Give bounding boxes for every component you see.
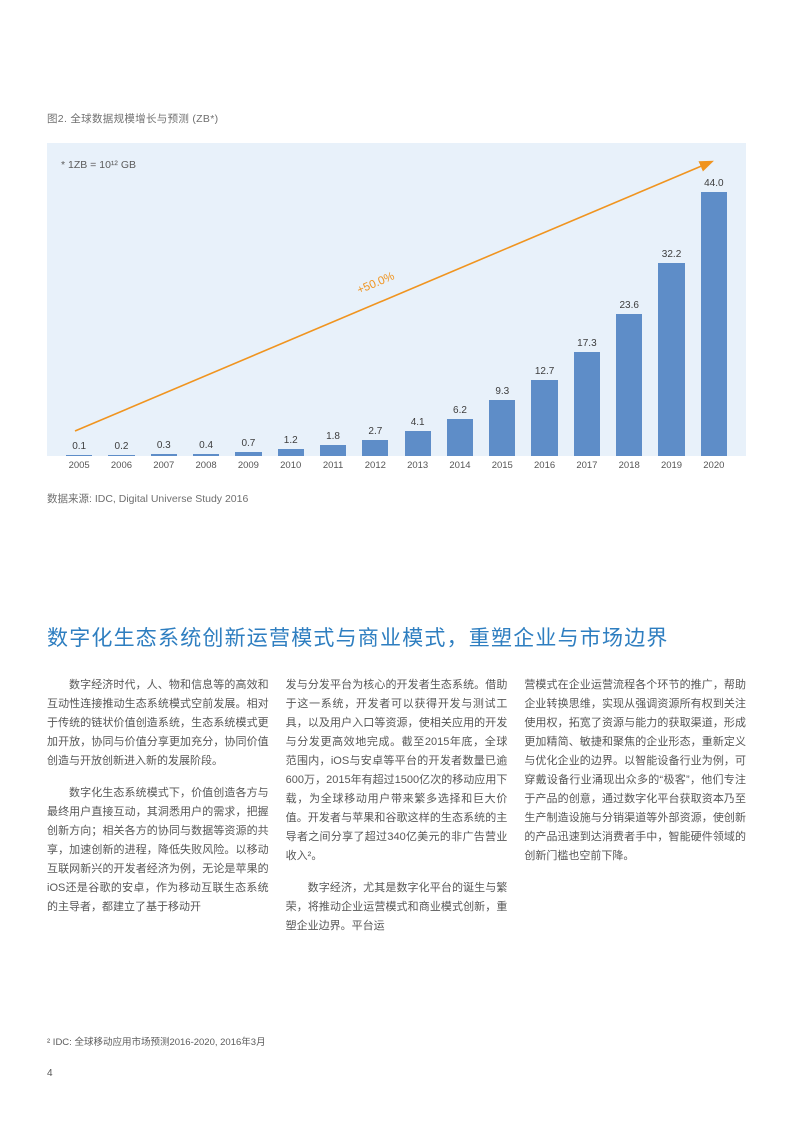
x-tick-label: 2016 (534, 460, 556, 471)
paragraph: 数字经济，尤其是数字化平台的诞生与繁荣，将推动企业运营模式和商业模式创新，重塑企… (285, 882, 508, 932)
x-tick-label: 2020 (703, 460, 725, 471)
bar-series: 0.1 0.2 0.3 0.4 0.7 1.2 1.8 2.7 4.1 6.2 9.3 12.7 17.… (47, 143, 746, 456)
bar (108, 455, 135, 456)
bar-value-label: 23.6 (619, 300, 639, 311)
x-tick-label: 2009 (237, 460, 259, 471)
bar (573, 352, 601, 456)
x-tick-label: 2019 (660, 460, 683, 471)
bar (150, 454, 177, 456)
bar-column-2013: 4.1 (397, 143, 439, 456)
text-column-2: 发与分发平台为核心的开发者生态系统。借助于这一系统，开发者可以获得开发与测试工具… (286, 676, 508, 949)
paragraph: 发与分发平台为核心的开发者生态系统。借助于这一系统，开发者可以获得开发与测试工具… (285, 679, 508, 862)
bar (658, 263, 685, 456)
bar-column-2007: 0.3 (143, 143, 185, 456)
bar (700, 192, 727, 456)
x-tick-label: 2006 (110, 460, 133, 471)
x-tick-label: 2011 (322, 460, 344, 471)
text-column-1: 数字经济时代，人、物和信息等的高效和互动性连接推动生态系统模式空前发展。相对于传… (47, 676, 269, 949)
bar (362, 440, 389, 456)
x-tick-label: 2015 (491, 460, 513, 471)
text-column-3: 营模式在企业运营流程各个环节的推广，帮助企业转换思维，实现从强调资源所有权到关注… (524, 676, 746, 949)
bar-column-2009: 0.7 (227, 143, 269, 456)
bar-column-2016: 12.7 (523, 143, 565, 456)
footnote: ² IDC: 全球移动应用市场预测2016-2020, 2016年3月 (47, 1037, 266, 1048)
bar-value-label: 0.4 (199, 440, 214, 451)
bar-column-2005: 0.1 (58, 143, 100, 456)
data-growth-chart: * 1ZB = 10¹² GB +50.0% 0.1 0.2 0.3 0.4 0.7 1.… (47, 143, 746, 471)
bar-column-2018: 23.6 (608, 143, 650, 456)
bar (192, 454, 220, 456)
body-text-columns: 数字经济时代，人、物和信息等的高效和互动性连接推动生态系统模式空前发展。相对于传… (47, 676, 746, 949)
bar-column-2014: 6.2 (439, 143, 481, 456)
bar-column-2010: 1.2 (270, 143, 312, 456)
bar-column-2017: 17.3 (566, 143, 608, 456)
bar-value-label: 4.1 (410, 417, 425, 428)
bar-value-label: 9.3 (495, 386, 510, 397)
bar-value-label: 2.7 (368, 426, 383, 437)
bar (531, 380, 558, 456)
bar-value-label: 44.0 (704, 178, 724, 189)
x-tick-label: 2014 (449, 460, 471, 471)
bar-value-label: 0.1 (72, 441, 87, 452)
trend-line (74, 160, 714, 432)
x-tick-label: 2008 (195, 460, 217, 471)
bar-value-label: 0.2 (114, 441, 129, 452)
page-number: 4 (47, 1068, 53, 1079)
chart-unit-note: * 1ZB = 10¹² GB (61, 159, 136, 171)
x-tick-label: 2013 (407, 460, 429, 471)
growth-rate-label: +50.0% (355, 270, 396, 296)
bar-value-label: 12.7 (534, 366, 555, 377)
bar-value-label: 17.3 (577, 338, 597, 349)
paragraph: 营模式在企业运营流程各个环节的推广，帮助企业转换思维，实现从强调资源所有权到关注… (524, 679, 747, 862)
paragraph: 数字化生态系统模式下，价值创造各方与最终用户直接互动，其洞悉用户的需求，把握创新… (47, 787, 269, 913)
bar-value-label: 1.2 (283, 435, 298, 446)
bar (235, 452, 262, 456)
x-tick-label: 2018 (618, 460, 640, 471)
bar-column-2011: 1.8 (312, 143, 354, 456)
bar-column-2020: 44.0 (693, 143, 735, 456)
bar (446, 419, 474, 456)
paragraph: 数字经济时代，人、物和信息等的高效和互动性连接推动生态系统模式空前发展。相对于传… (47, 679, 269, 767)
x-tick-label: 2007 (153, 460, 175, 471)
growth-trend-arrow: +50.0% (74, 160, 714, 432)
x-tick-label: 2017 (576, 460, 598, 471)
x-tick-label: 2012 (364, 460, 386, 471)
bar (319, 445, 347, 456)
bar (616, 314, 643, 456)
bar-column-2012: 2.7 (354, 143, 396, 456)
figure-caption: 图2. 全球数据规模增长与预测 (ZB*) (47, 113, 219, 125)
bar-column-2019: 32.2 (650, 143, 692, 456)
chart-plot-area: * 1ZB = 10¹² GB +50.0% 0.1 0.2 0.3 0.4 0.7 1.… (47, 143, 746, 456)
bar-column-2008: 0.4 (185, 143, 227, 456)
bar (404, 431, 431, 456)
bar (277, 449, 304, 456)
x-tick-label: 2010 (280, 460, 302, 471)
bar (489, 400, 516, 456)
bar-value-label: 6.2 (453, 405, 467, 416)
bar-value-label: 32.2 (661, 249, 682, 260)
bar-value-label: 0.7 (241, 438, 256, 449)
bar-value-label: 1.8 (326, 431, 340, 442)
section-heading: 数字化生态系统创新运营模式与商业模式，重塑企业与市场边界 (47, 627, 669, 650)
bar (66, 455, 93, 456)
data-source-note: 数据来源: IDC, Digital Universe Study 2016 (47, 493, 249, 505)
x-tick-label: 2005 (68, 460, 90, 471)
x-axis-labels: 2005 2006 2007 2008 2009 2010 2011 2012 2013 2014… (47, 460, 746, 471)
bar-value-label: 0.3 (156, 440, 171, 451)
bar-column-2006: 0.2 (100, 143, 142, 456)
bar-column-2015: 9.3 (481, 143, 523, 456)
